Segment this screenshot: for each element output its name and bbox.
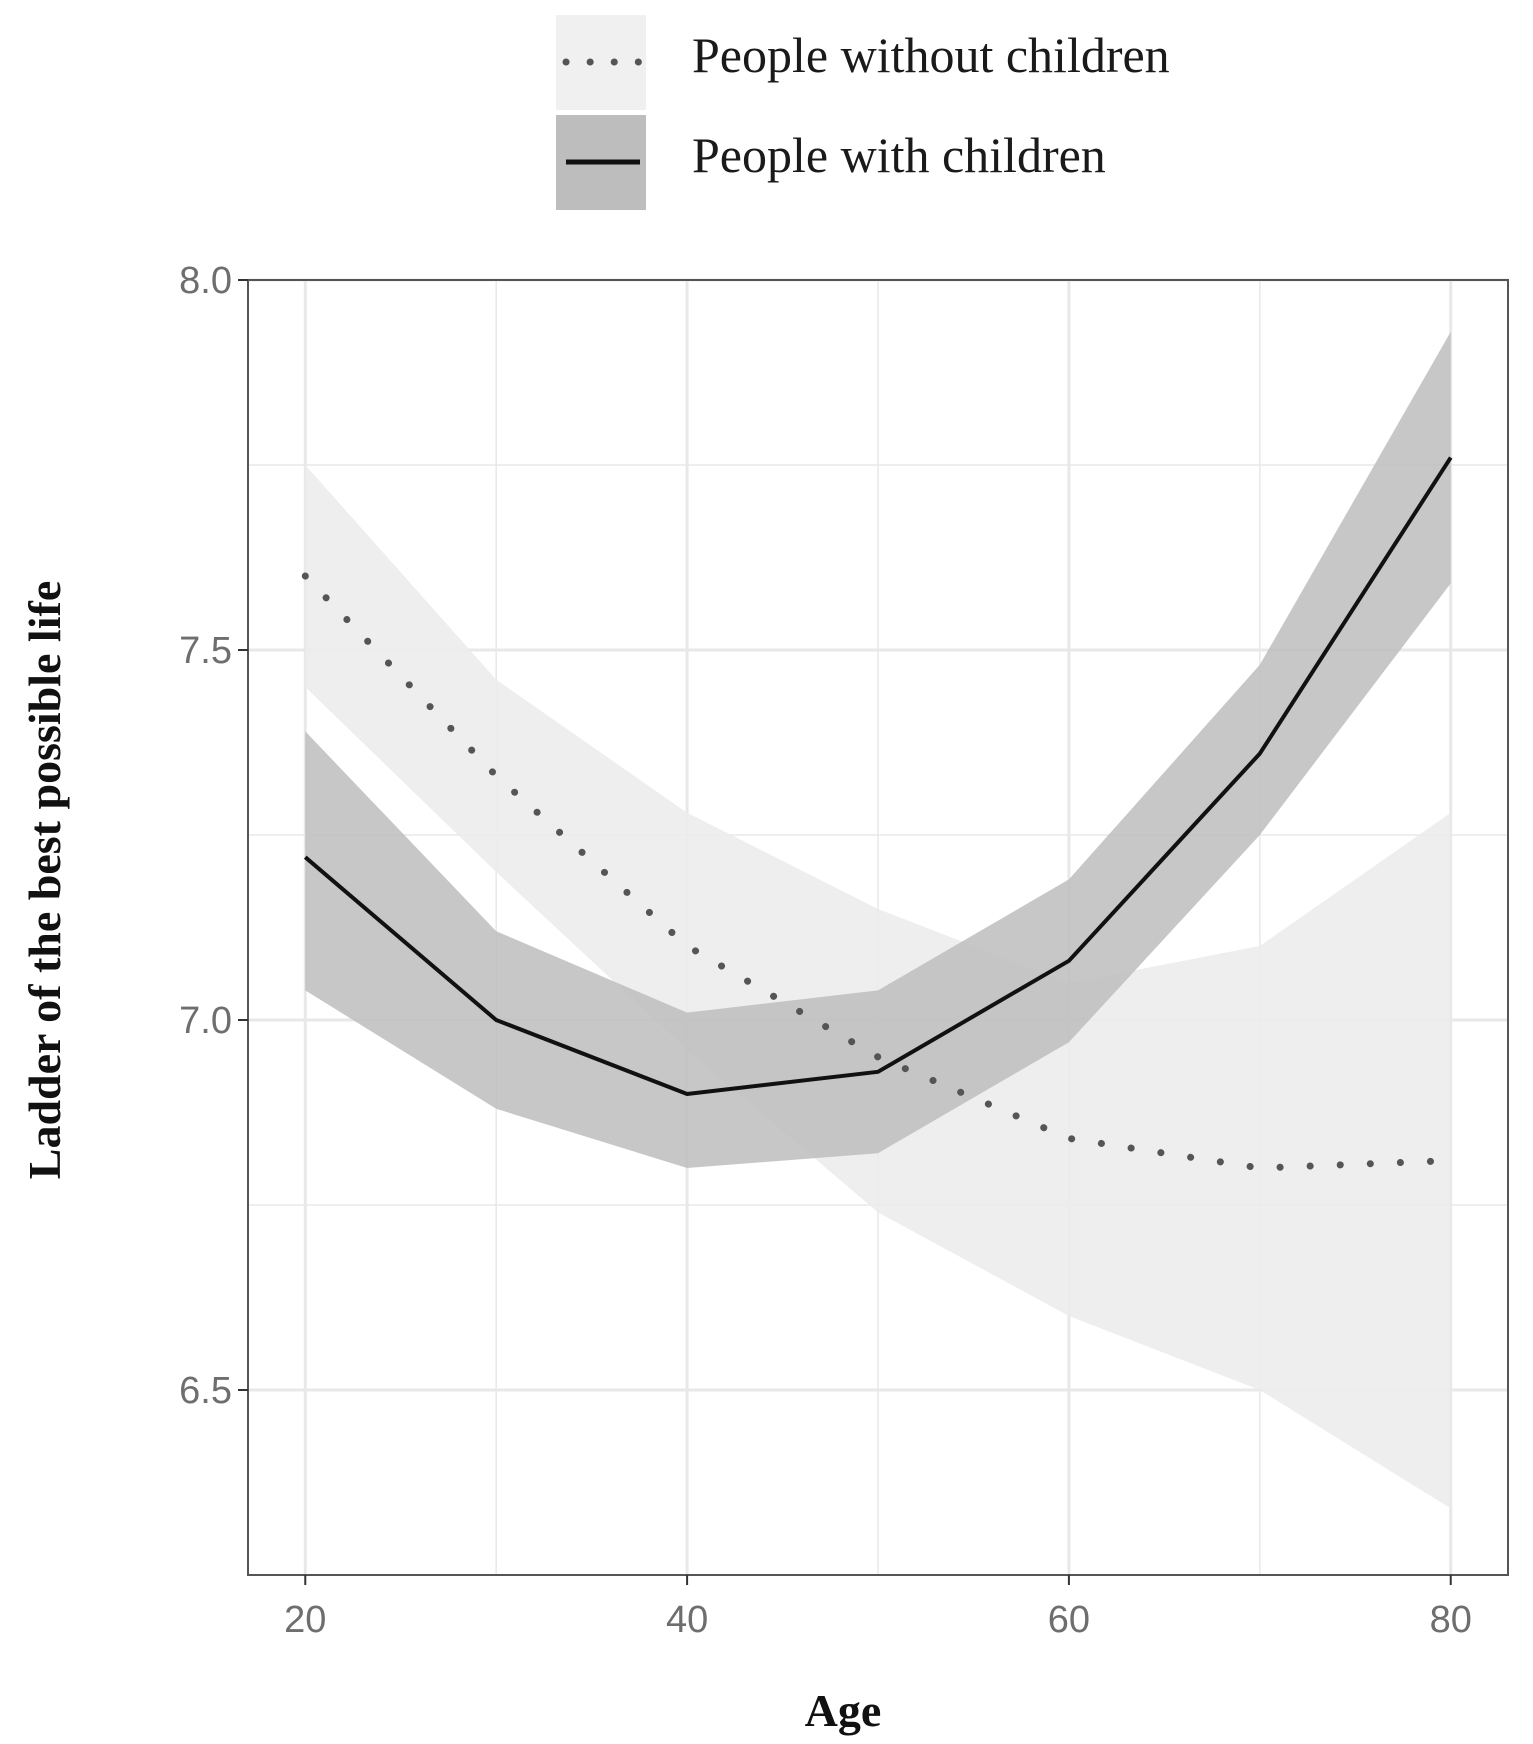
x-tick-label: 80 xyxy=(1430,1599,1472,1641)
x-tick-label: 20 xyxy=(284,1599,326,1641)
y-axis-title: Ladder of the best possible life xyxy=(19,581,70,1179)
y-tick-label: 7.5 xyxy=(179,630,232,672)
legend-label-without-children: People without children xyxy=(692,27,1170,83)
y-axis: 6.5 7.0 7.5 8.0 xyxy=(179,260,248,1412)
y-tick-label: 8.0 xyxy=(179,260,232,302)
x-axis-title: Age xyxy=(805,1685,882,1736)
line-without-children xyxy=(301,572,1455,1172)
confidence-ribbons xyxy=(305,331,1451,1509)
ribbon-with-children xyxy=(305,331,1451,1168)
line-with-children xyxy=(303,456,1453,1096)
x-tick-label: 60 xyxy=(1048,1599,1090,1641)
legend: People without children People with chil… xyxy=(556,15,1170,210)
x-tick-label: 40 xyxy=(666,1599,708,1641)
y-tick-label: 7.0 xyxy=(179,1000,232,1042)
y-tick-label: 6.5 xyxy=(179,1370,232,1412)
panel-border xyxy=(247,279,1509,1576)
x-axis: 20 40 60 80 xyxy=(284,1575,1472,1641)
plot-panel xyxy=(247,278,1509,1576)
legend-key-without-children-bg xyxy=(556,15,646,110)
ribbon-without-children xyxy=(305,465,1451,1509)
legend-label-with-children: People with children xyxy=(692,127,1106,183)
series-lines xyxy=(301,456,1455,1172)
